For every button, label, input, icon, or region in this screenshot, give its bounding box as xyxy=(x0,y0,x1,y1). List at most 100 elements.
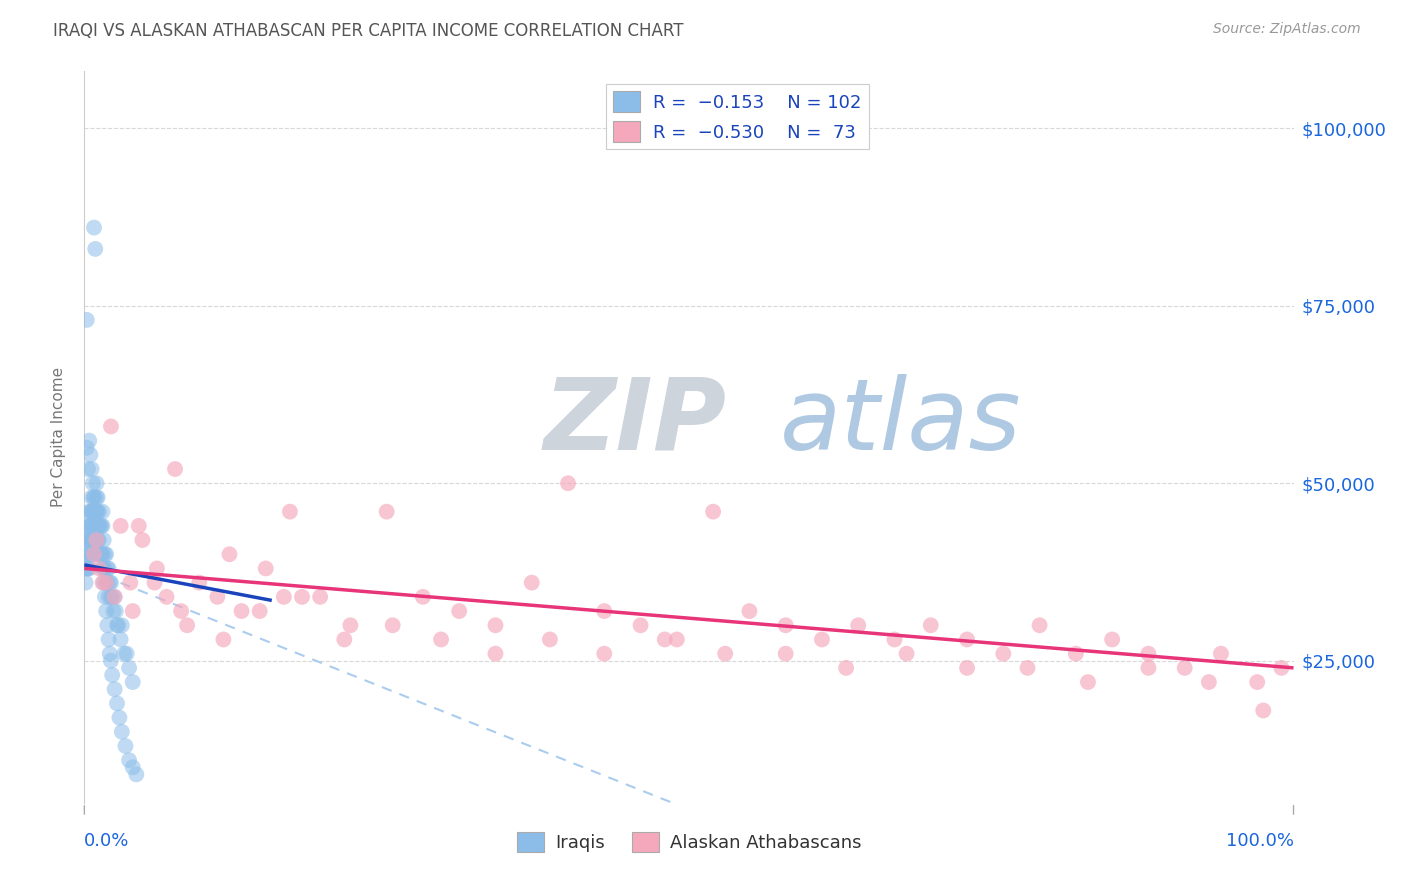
Point xyxy=(1028,618,1050,632)
Point xyxy=(375,505,398,519)
Point xyxy=(1017,661,1039,675)
Point xyxy=(79,505,101,519)
Point xyxy=(131,533,153,547)
Point xyxy=(100,575,122,590)
Point xyxy=(538,632,561,647)
Point xyxy=(77,561,100,575)
Point xyxy=(80,462,103,476)
Point xyxy=(89,547,111,561)
Point xyxy=(278,505,301,519)
Point xyxy=(100,419,122,434)
Point xyxy=(86,505,108,519)
Point xyxy=(128,519,150,533)
Point xyxy=(1101,632,1123,647)
Point xyxy=(231,604,253,618)
Point xyxy=(80,505,103,519)
Point xyxy=(165,462,187,476)
Point xyxy=(381,618,404,632)
Point xyxy=(86,505,108,519)
Point xyxy=(212,632,235,647)
Point xyxy=(83,491,105,505)
Point xyxy=(93,561,115,575)
Point xyxy=(82,519,104,533)
Point xyxy=(94,547,117,561)
Point xyxy=(593,647,616,661)
Text: Source: ZipAtlas.com: Source: ZipAtlas.com xyxy=(1213,22,1361,37)
Point xyxy=(101,668,124,682)
Point xyxy=(520,575,543,590)
Point xyxy=(86,476,108,491)
Point xyxy=(896,647,918,661)
Point xyxy=(89,547,111,561)
Text: ZIP: ZIP xyxy=(544,374,727,471)
Point xyxy=(956,661,979,675)
Point xyxy=(80,519,103,533)
Point xyxy=(82,505,104,519)
Point xyxy=(82,476,104,491)
Point xyxy=(1209,647,1232,661)
Point xyxy=(77,533,100,547)
Legend: R =  −0.153    N = 102, R =  −0.530    N =  73: R = −0.153 N = 102, R = −0.530 N = 73 xyxy=(606,84,869,149)
Point xyxy=(84,519,107,533)
Point xyxy=(291,590,314,604)
Point xyxy=(702,505,724,519)
Point xyxy=(118,753,141,767)
Point xyxy=(79,519,101,533)
Point xyxy=(83,505,105,519)
Point xyxy=(101,590,124,604)
Point xyxy=(86,519,108,533)
Point xyxy=(75,561,97,575)
Point xyxy=(84,505,107,519)
Point xyxy=(430,632,453,647)
Point xyxy=(91,575,114,590)
Point xyxy=(775,618,797,632)
Point xyxy=(86,491,108,505)
Point xyxy=(77,561,100,575)
Point xyxy=(93,575,115,590)
Point xyxy=(87,533,110,547)
Point xyxy=(86,533,108,547)
Text: atlas: atlas xyxy=(780,374,1021,471)
Point xyxy=(665,632,688,647)
Point xyxy=(79,547,101,561)
Point xyxy=(155,590,177,604)
Point xyxy=(1137,647,1160,661)
Point xyxy=(79,448,101,462)
Point xyxy=(77,505,100,519)
Point xyxy=(111,618,134,632)
Point xyxy=(77,547,100,561)
Point xyxy=(89,519,111,533)
Point xyxy=(170,604,193,618)
Point xyxy=(103,604,125,618)
Point xyxy=(105,697,128,711)
Point xyxy=(97,632,120,647)
Point xyxy=(121,675,143,690)
Point xyxy=(108,710,131,724)
Point xyxy=(80,547,103,561)
Point xyxy=(1270,661,1292,675)
Point xyxy=(105,618,128,632)
Point xyxy=(1246,675,1268,690)
Point xyxy=(1137,661,1160,675)
Point xyxy=(811,632,834,647)
Point xyxy=(738,604,761,618)
Point xyxy=(339,618,361,632)
Point xyxy=(97,561,120,575)
Point xyxy=(77,519,100,533)
Point xyxy=(121,760,143,774)
Point xyxy=(87,547,110,561)
Point xyxy=(96,618,118,632)
Point xyxy=(100,590,122,604)
Point xyxy=(249,604,271,618)
Point xyxy=(91,519,114,533)
Point xyxy=(104,590,127,604)
Y-axis label: Per Capita Income: Per Capita Income xyxy=(51,367,66,508)
Point xyxy=(94,590,117,604)
Point xyxy=(104,604,127,618)
Point xyxy=(654,632,676,647)
Point xyxy=(76,547,98,561)
Point xyxy=(100,654,122,668)
Point xyxy=(273,590,295,604)
Point xyxy=(254,561,277,575)
Point xyxy=(146,561,169,575)
